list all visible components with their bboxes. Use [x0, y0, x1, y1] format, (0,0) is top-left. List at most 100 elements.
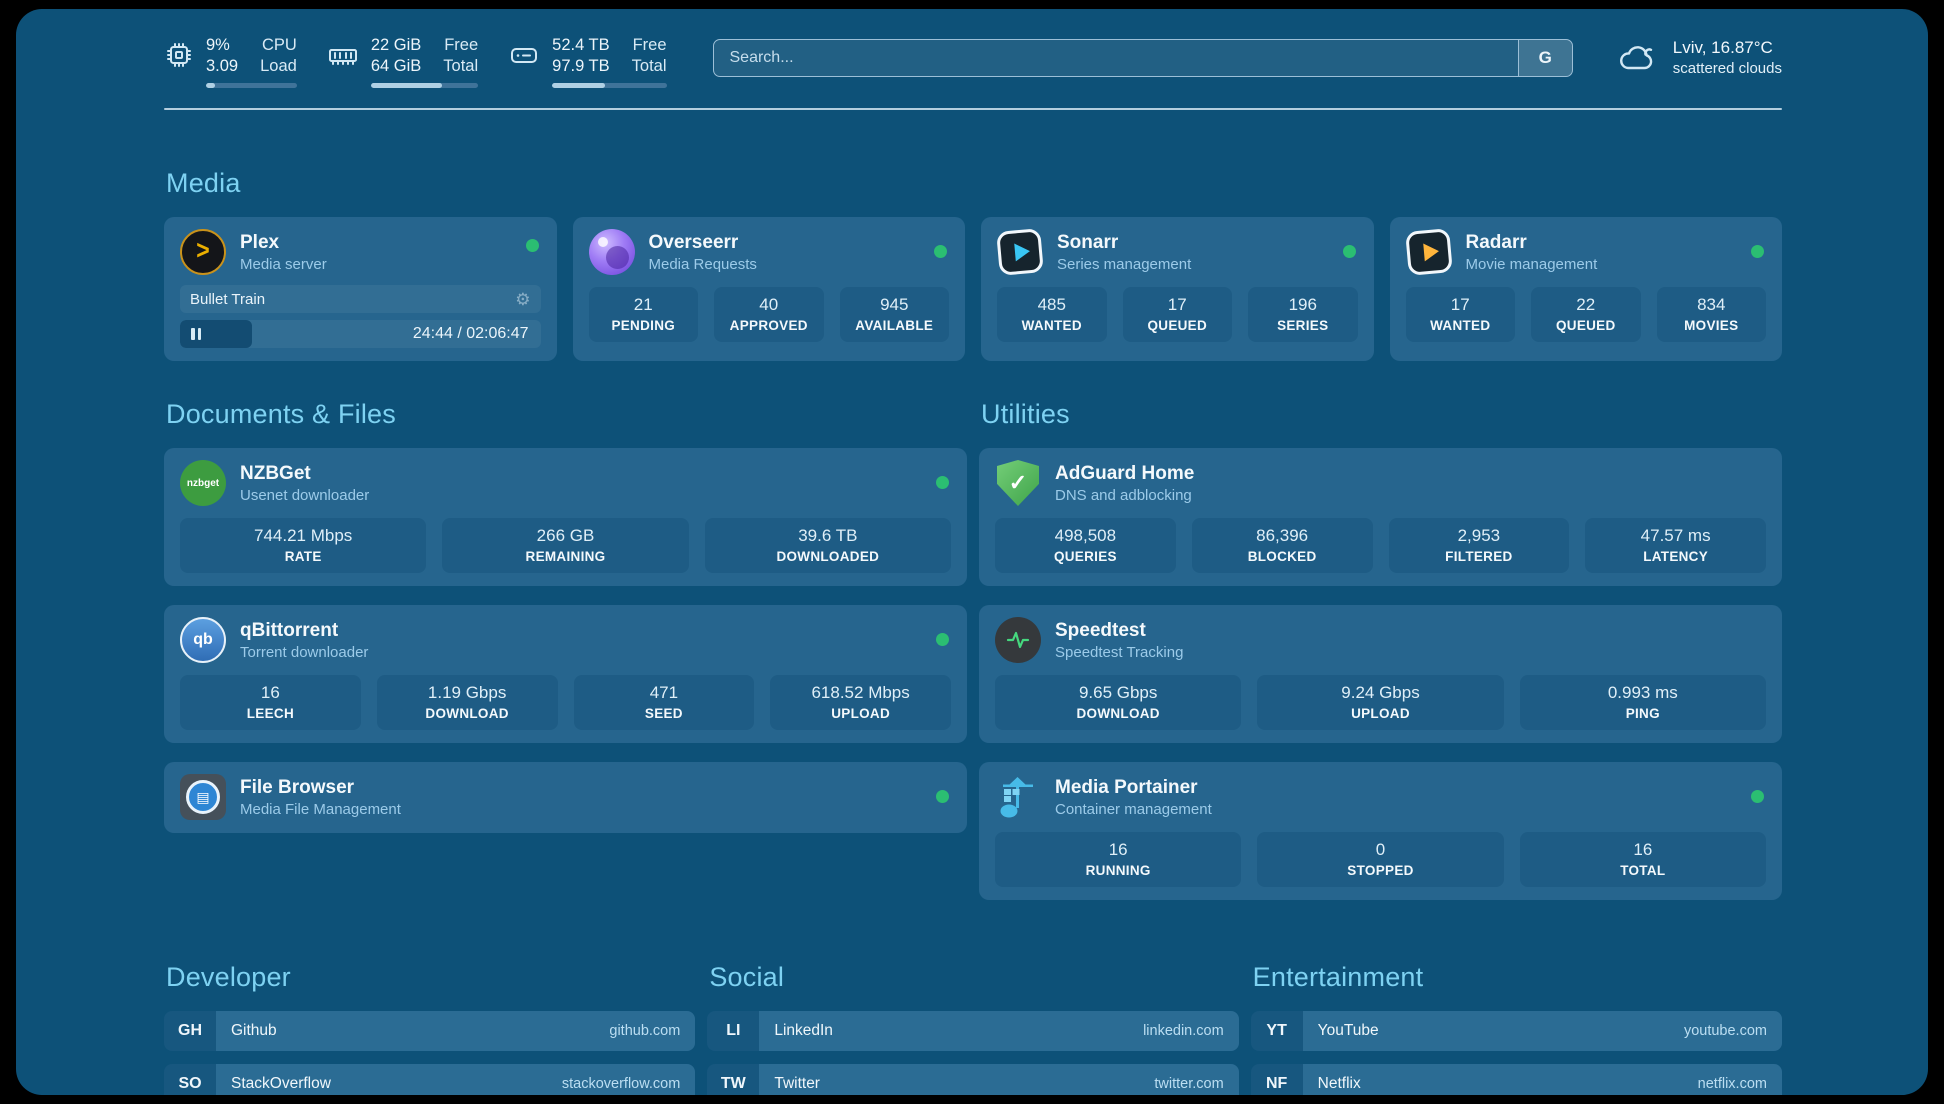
ram-free-label: Free	[444, 36, 479, 54]
link-name: Github	[231, 1022, 277, 1039]
link-abbr: TW	[707, 1064, 760, 1095]
dashboard-shell: 9% CPU 3.09 Load 22 GiB Free 64 GiB Tota…	[16, 9, 1928, 1095]
gear-icon[interactable]: ⚙	[515, 289, 531, 309]
stat-ping: 0.993 ms PING	[1519, 675, 1766, 730]
card-radarr[interactable]: Radarr Movie management 17 WANTED 22 QUEUE…	[1389, 217, 1782, 361]
playback-progress-bar[interactable]: 24:44 / 02:06:47	[180, 320, 541, 348]
card-overseerr[interactable]: Overseerr Media Requests 21 PENDING 40 APP…	[572, 217, 965, 361]
app-title: NZBGet	[240, 462, 311, 484]
stat-upload: 618.52 Mbps UPLOAD	[770, 675, 951, 730]
status-dot	[525, 239, 539, 252]
link-abbr: YT	[1250, 1011, 1303, 1051]
stat-remaining: 266 GB REMAINING	[442, 518, 689, 573]
stat-blocked: 86,396 BLOCKED	[1191, 518, 1373, 573]
search-bar[interactable]: G	[712, 39, 1573, 77]
stat-approved: 40 APPROVED	[714, 287, 824, 342]
weather-condition: scattered clouds	[1672, 60, 1782, 77]
card-adguard[interactable]: ✓ AdGuard Home DNS and adblocking 498,50…	[979, 448, 1782, 586]
card-plex[interactable]: > Plex Media server Bullet Train ⚙ 24:44…	[164, 217, 557, 361]
stat-filtered: 2,953 FILTERED	[1388, 518, 1570, 573]
link-netflix[interactable]: NF Netflix netflix.com	[1250, 1064, 1782, 1095]
plex-icon: >	[180, 229, 226, 275]
link-stackoverflow[interactable]: SO StackOverflow stackoverflow.com	[164, 1064, 696, 1095]
search-engine-button[interactable]: G	[1517, 40, 1572, 76]
search-input[interactable]	[713, 40, 1518, 76]
app-subtitle: Torrent downloader	[240, 643, 369, 661]
link-abbr: SO	[164, 1064, 216, 1095]
playback-time: 24:44 / 02:06:47	[412, 325, 529, 342]
app-subtitle: Container management	[1055, 800, 1212, 818]
status-dot	[934, 245, 947, 258]
qbittorrent-icon: qb	[180, 617, 226, 663]
card-nzbget[interactable]: nzbget NZBGet Usenet downloader 744.21 M…	[164, 448, 967, 586]
disk-free: 52.4 TB	[552, 36, 610, 54]
card-sonarr[interactable]: Sonarr Series management 485 WANTED 17 QUE…	[981, 217, 1374, 361]
app-title: AdGuard Home	[1055, 462, 1195, 484]
stat-latency: 47.57 ms LATENCY	[1585, 518, 1766, 573]
stat-queries: 498,508 QUERIES	[995, 518, 1176, 573]
card-qbittorrent[interactable]: qb qBittorrent Torrent downloader 16 LEEC…	[164, 605, 967, 743]
status-dot	[936, 476, 949, 489]
app-title: Sonarr	[1057, 231, 1119, 253]
stat-downloaded: 39.6 TB DOWNLOADED	[704, 518, 951, 573]
link-name: YouTube	[1317, 1022, 1379, 1039]
system-stat-memory: 22 GiB Free 64 GiB Total	[327, 35, 479, 88]
link-abbr: NF	[1250, 1064, 1303, 1095]
card-speedtest[interactable]: Speedtest Speedtest Tracking 9.65 Gbps DO…	[979, 605, 1782, 743]
link-url: github.com	[609, 1023, 681, 1039]
ram-icon	[327, 40, 359, 70]
ram-total: 64 GiB	[370, 57, 422, 75]
stat-running: 16 RUNNING	[995, 832, 1242, 887]
playback-progress-fill	[180, 320, 253, 348]
developer-section-title: Developer	[166, 962, 291, 992]
link-twitter[interactable]: TW Twitter twitter.com	[707, 1064, 1239, 1095]
link-name: StackOverflow	[231, 1075, 331, 1092]
status-dot	[1751, 245, 1764, 258]
card-portainer[interactable]: Media Portainer Container management 16 R…	[979, 762, 1782, 900]
header-divider	[164, 108, 1782, 110]
app-title: qBittorrent	[240, 619, 339, 641]
stat-pending: 21 PENDING	[588, 287, 698, 342]
link-linkedin[interactable]: LI LinkedIn linkedin.com	[707, 1011, 1239, 1051]
section-developer: Developer GH Github github.com SO StackOv…	[164, 962, 696, 1095]
app-title: Media Portainer	[1055, 776, 1198, 798]
app-subtitle: Media server	[240, 255, 327, 273]
section-social: Social LI LinkedIn linkedin.com TW Twitte…	[707, 962, 1239, 1095]
system-stat-cpu: 9% CPU 3.09 Load	[164, 35, 297, 88]
header: 9% CPU 3.09 Load 22 GiB Free 64 GiB Tota…	[164, 35, 1782, 88]
weather-widget[interactable]: Lviv, 16.87°C scattered clouds	[1615, 37, 1782, 79]
system-stat-disk: 52.4 TB Free 97.9 TB Total	[508, 35, 667, 88]
stat-stopped: 0 STOPPED	[1257, 832, 1504, 887]
status-dot	[936, 633, 949, 646]
stat-seed: 471 SEED	[573, 675, 755, 730]
stat-movies: 834 MOVIES	[1656, 287, 1766, 342]
link-github[interactable]: GH Github github.com	[164, 1011, 696, 1051]
filebrowser-icon: ▤	[180, 774, 226, 820]
cpu-progress-bar	[206, 83, 297, 88]
status-dot	[1342, 245, 1356, 258]
pause-icon[interactable]	[191, 328, 201, 340]
stat-upload: 9.24 Gbps UPLOAD	[1257, 675, 1504, 730]
app-title: Plex	[240, 231, 280, 253]
now-playing-row: Bullet Train ⚙	[180, 285, 541, 313]
stat-total: 16 TOTAL	[1519, 832, 1766, 887]
radarr-icon	[1404, 228, 1453, 276]
section-media: Media > Plex Media server Bullet Train ⚙	[164, 168, 1782, 361]
link-youtube[interactable]: YT YouTube youtube.com	[1250, 1011, 1782, 1051]
nzbget-icon: nzbget	[180, 460, 226, 506]
adguard-icon: ✓	[995, 460, 1041, 506]
status-dot	[936, 790, 949, 803]
disk-total: 97.9 TB	[552, 57, 610, 75]
now-playing-title: Bullet Train	[190, 290, 266, 308]
link-url: twitter.com	[1154, 1076, 1224, 1092]
stat-series: 196 SERIES	[1248, 287, 1358, 342]
disk-progress-bar	[552, 83, 667, 88]
card-filebrowser[interactable]: ▤ File Browser Media File Management	[164, 762, 967, 833]
app-title: Radarr	[1465, 231, 1527, 253]
cpu-load-label: Load	[260, 57, 297, 75]
app-subtitle: Movie management	[1465, 255, 1598, 273]
link-name: Netflix	[1317, 1075, 1361, 1092]
disk-icon	[508, 40, 540, 70]
link-url: youtube.com	[1683, 1023, 1767, 1039]
stat-leech: 16 LEECH	[180, 675, 361, 730]
